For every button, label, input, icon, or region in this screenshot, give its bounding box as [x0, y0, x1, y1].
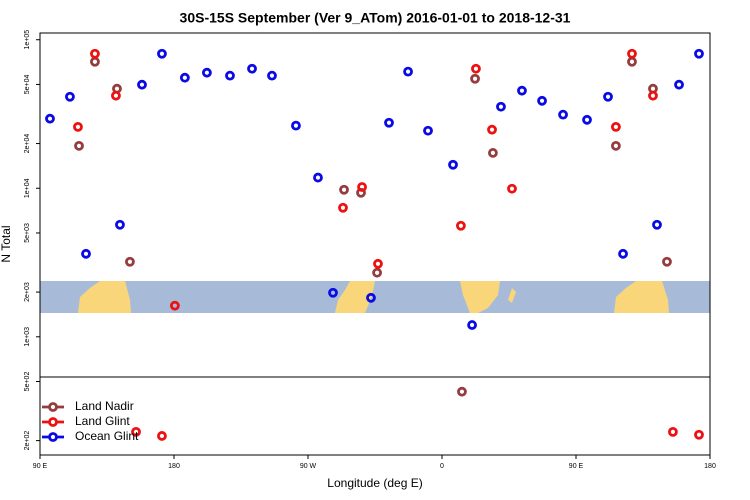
x-tick-label: 90 W [300, 463, 317, 470]
data-point [603, 91, 613, 102]
data-point [179, 72, 190, 83]
data-point [694, 48, 704, 59]
data-point [338, 202, 348, 213]
data-point [81, 248, 91, 259]
y-tick-label: 2e+02 [24, 431, 31, 451]
y-tick-label: 5e+04 [24, 75, 31, 95]
data-point [423, 125, 433, 136]
data-point [618, 248, 628, 259]
data-point [627, 56, 637, 67]
data-point [74, 140, 84, 151]
data-point [517, 85, 527, 96]
data-point [668, 426, 678, 437]
y-tick-label: 2e+03 [24, 282, 31, 302]
data-point [507, 183, 517, 194]
plot-frame [39, 32, 711, 456]
data-point [674, 79, 684, 90]
data-point [403, 66, 413, 77]
data-point [662, 256, 672, 267]
data-point [488, 148, 498, 158]
data-point [202, 67, 212, 78]
x-tick-label: 180 [704, 463, 716, 470]
data-point [652, 219, 662, 230]
data-point [328, 287, 338, 298]
data-point [291, 120, 301, 131]
data-point [373, 258, 383, 269]
data-point [90, 56, 100, 67]
x-axis-label: Longitude (deg E) [327, 476, 422, 490]
y-tick-label: 2e+04 [24, 134, 31, 154]
data-point [582, 114, 592, 125]
x-tick-label: 180 [168, 463, 180, 470]
legend-marker [48, 417, 58, 427]
data-point [470, 73, 480, 84]
data-point [357, 182, 367, 192]
chart-title: 30S-15S September (Ver 9_ATom) 2016-01-0… [180, 10, 571, 26]
y-tick-label: 1e+04 [24, 178, 31, 198]
data-point [611, 140, 621, 151]
legend-marker [48, 432, 58, 442]
data-point [157, 48, 167, 59]
data-point [694, 429, 704, 440]
data-point [125, 256, 135, 267]
data-point [225, 70, 235, 81]
data-point [611, 121, 621, 132]
data-point [537, 95, 547, 106]
data-point [467, 320, 477, 330]
legend-marker [48, 402, 58, 412]
y-axis-label: N Total [0, 225, 13, 262]
data-point [157, 431, 167, 441]
legend-label: Land Glint [75, 414, 130, 428]
data-point [339, 184, 349, 195]
data-point [45, 113, 55, 124]
data-point [487, 124, 497, 135]
data-point [457, 386, 467, 397]
data-point [247, 63, 257, 74]
data-point [384, 117, 394, 128]
data-point [558, 109, 568, 120]
data-point [456, 220, 466, 231]
data-point [73, 121, 83, 132]
data-point [648, 90, 658, 101]
x-tick-label: 90 E [33, 463, 48, 470]
x-tick-label: 90 E [569, 463, 584, 470]
y-tick-label: 5e+02 [24, 372, 31, 392]
data-point [366, 292, 376, 303]
map-strip [40, 281, 710, 313]
data-point [448, 159, 458, 170]
data-point [90, 48, 100, 59]
y-tick-label: 1e+03 [24, 327, 31, 347]
x-tick-label: 0 [440, 463, 444, 470]
y-tick-label: 5e+03 [24, 223, 31, 243]
data-point [169, 300, 180, 311]
data-point [137, 79, 147, 90]
data-point [627, 48, 637, 59]
data-point [471, 63, 481, 74]
data-point [496, 101, 506, 112]
y-tick-label: 1e+05 [24, 30, 31, 50]
data-point [111, 90, 121, 101]
data-point [267, 70, 277, 81]
data-point [372, 267, 382, 278]
legend-label: Ocean Glint [75, 429, 139, 443]
data-point [115, 219, 125, 230]
legend-label: Land Nadir [75, 399, 134, 413]
data-point [131, 426, 141, 437]
data-point [65, 91, 75, 102]
data-point [313, 172, 323, 183]
